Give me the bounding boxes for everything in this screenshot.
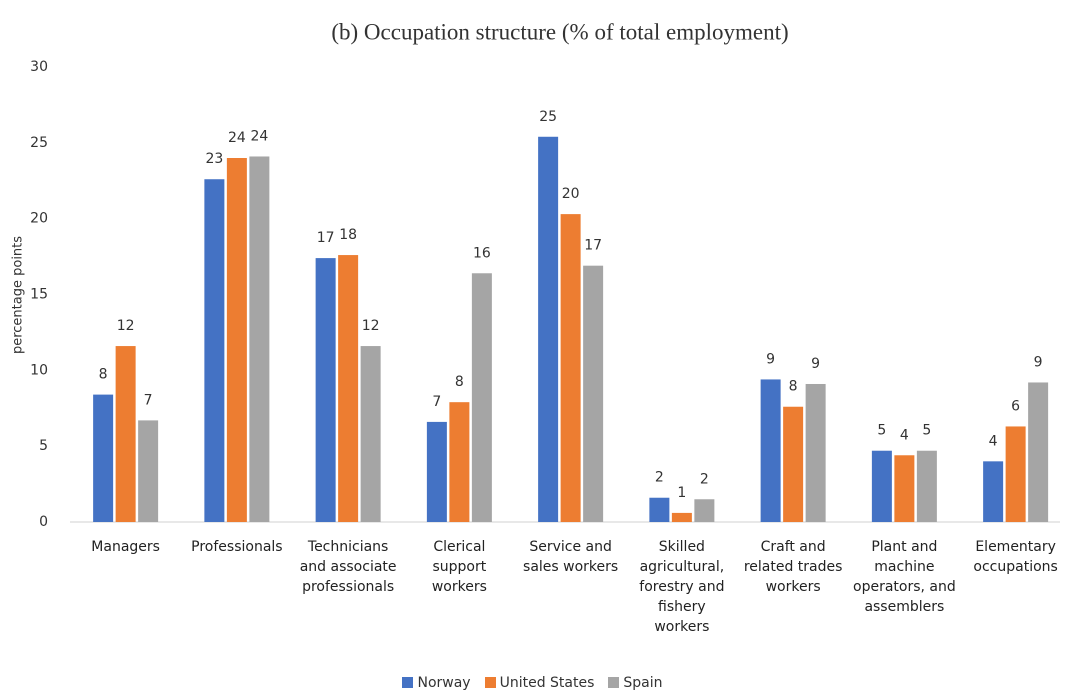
y-tick-label: 20 (30, 211, 48, 227)
y-axis-label: percentage points (11, 236, 26, 354)
bar (805, 383, 826, 522)
value-label: 17 (584, 238, 602, 254)
bar (360, 346, 381, 522)
x-tick-label: Craft and related trades workers (743, 539, 843, 595)
value-label: 25 (539, 109, 557, 125)
value-label: 9 (1034, 354, 1043, 370)
bar (894, 455, 915, 522)
bar (93, 394, 114, 522)
bar (560, 214, 581, 522)
bar (315, 258, 336, 522)
legend-swatch (402, 677, 414, 688)
value-label: 2 (700, 471, 709, 487)
bar (1005, 426, 1026, 522)
value-label: 5 (922, 423, 931, 439)
value-label: 23 (205, 151, 223, 167)
value-label: 12 (362, 318, 380, 334)
bar (249, 156, 270, 522)
value-label: 1 (677, 485, 686, 501)
value-label: 12 (117, 318, 135, 334)
bar (671, 512, 692, 522)
bar (338, 255, 359, 523)
x-tick-label: Managers (91, 539, 160, 555)
x-tick-label: Technicians and associate professionals (299, 539, 397, 595)
legend-label: Norway (417, 675, 471, 691)
bar (115, 346, 136, 522)
legend-label: Spain (623, 675, 663, 691)
y-tick-label: 15 (30, 287, 48, 303)
value-label: 8 (455, 374, 464, 390)
x-tick-label: Skilled agricultural, forestry and fishe… (639, 539, 725, 635)
value-label: 2 (655, 470, 664, 486)
x-tick-label: Clerical support workers (431, 539, 487, 595)
x-tick-label: Service and sales workers (523, 539, 619, 575)
y-tick-label: 0 (39, 514, 48, 530)
bar (449, 402, 470, 522)
value-label: 24 (250, 128, 268, 144)
bar (649, 497, 670, 522)
legend-swatch (484, 677, 496, 688)
bar (916, 450, 937, 522)
bar (471, 273, 492, 522)
bar (760, 379, 781, 522)
x-tick-label: Professionals (191, 539, 283, 555)
x-tick-label: Plant and machine operators, and assembl… (853, 539, 956, 615)
value-label: 24 (228, 130, 246, 146)
value-label: 9 (811, 356, 820, 372)
legend-item: United States (484, 675, 595, 691)
value-label: 7 (144, 392, 153, 408)
value-label: 18 (339, 227, 357, 243)
y-tick-label: 5 (39, 438, 48, 454)
value-label: 4 (900, 427, 909, 443)
y-tick-label: 30 (30, 59, 48, 75)
chart-title: (b) Occupation structure (% of total emp… (331, 19, 788, 44)
bar (783, 406, 804, 522)
value-label: 17 (317, 230, 335, 246)
value-label: 6 (1011, 398, 1020, 414)
y-tick-label: 25 (30, 135, 48, 151)
bar (1028, 382, 1049, 522)
bar (694, 499, 715, 522)
legend: Norway United States Spain (0, 675, 1065, 691)
value-label: 8 (789, 379, 798, 395)
y-tick-label: 10 (30, 362, 48, 378)
bar (983, 461, 1004, 522)
bar (226, 158, 247, 522)
legend-label: United States (499, 675, 595, 691)
value-label: 4 (989, 433, 998, 449)
legend-item: Spain (608, 675, 663, 691)
value-label: 9 (766, 351, 775, 367)
bar (204, 179, 225, 522)
value-label: 8 (99, 367, 108, 383)
value-label: 5 (877, 423, 886, 439)
legend-item: Norway (402, 675, 471, 691)
value-label: 20 (562, 186, 580, 202)
bar (426, 421, 447, 522)
bar (583, 265, 604, 522)
bar (538, 136, 559, 522)
x-tick-label: Elementary occupations (973, 539, 1058, 575)
legend-swatch (608, 677, 620, 688)
value-label: 16 (473, 245, 491, 261)
bar (871, 450, 892, 522)
bar (138, 420, 159, 522)
value-label: 7 (432, 394, 441, 410)
